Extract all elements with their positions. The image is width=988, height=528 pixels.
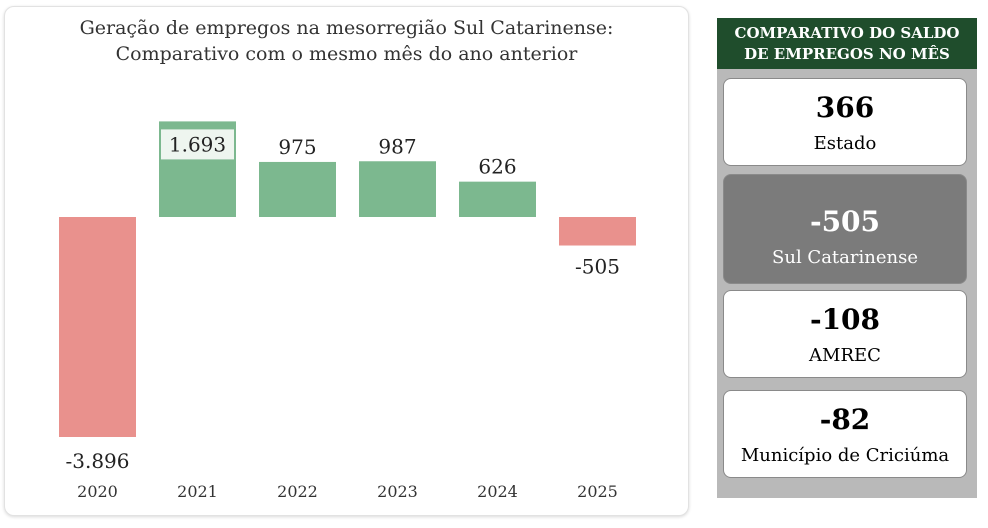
x-tick-2021: 2021 bbox=[177, 482, 218, 501]
data-label-2022: 975 bbox=[278, 135, 316, 159]
panel-header-line1: COMPARATIVO DO SALDO bbox=[734, 23, 960, 42]
data-label-2024: 626 bbox=[478, 155, 516, 179]
card-sul-catarinense: -505 Sul Catarinense bbox=[723, 174, 967, 284]
chart-title-line2: Comparativo com o mesmo mês do ano anter… bbox=[115, 43, 578, 65]
panel-header: COMPARATIVO DO SALDO DE EMPREGOS NO MÊS bbox=[717, 18, 977, 69]
bar-2022 bbox=[259, 161, 336, 217]
x-tick-2020: 2020 bbox=[77, 482, 118, 501]
card-amrec: -108 AMREC bbox=[723, 290, 967, 378]
chart-title-line1: Geração de empregos na mesorregião Sul C… bbox=[79, 17, 614, 39]
bar-2025 bbox=[559, 217, 636, 246]
data-label-bg bbox=[161, 129, 234, 160]
data-label-2020: -3.896 bbox=[65, 449, 129, 473]
card-label: Sul Catarinense bbox=[772, 247, 918, 268]
card-label: Estado bbox=[813, 133, 877, 154]
card-value: -82 bbox=[819, 403, 871, 436]
x-tick-2023: 2023 bbox=[377, 482, 418, 501]
bar-2024 bbox=[459, 181, 536, 217]
bar-2023 bbox=[359, 161, 436, 217]
card-label: Município de Criciúma bbox=[740, 445, 950, 466]
data-label-2021: 1.693 bbox=[169, 132, 226, 156]
card-value: -108 bbox=[809, 303, 881, 336]
bar-2020 bbox=[59, 217, 136, 437]
x-tick-2024: 2024 bbox=[477, 482, 518, 501]
card-value: 366 bbox=[815, 91, 875, 124]
card-municipio-criciuma: -82 Município de Criciúma bbox=[723, 390, 967, 478]
x-tick-2022: 2022 bbox=[277, 482, 318, 501]
x-tick-2025: 2025 bbox=[577, 482, 618, 501]
bar-chart: -3.896 2020 1.693 2021 975 2022 987 2023 626 2024… bbox=[59, 121, 636, 501]
chart-card: Geração de empregos na mesorregião Sul C… bbox=[4, 6, 689, 516]
data-label-2025: -505 bbox=[575, 255, 620, 279]
card-value: -505 bbox=[809, 205, 881, 238]
card-estado: 366 Estado bbox=[723, 78, 967, 166]
card-label: AMREC bbox=[809, 345, 881, 366]
comparison-panel: COMPARATIVO DO SALDO DE EMPREGOS NO MÊS … bbox=[717, 18, 977, 498]
data-label-2023: 987 bbox=[378, 134, 416, 158]
panel-header-line2: DE EMPREGOS NO MÊS bbox=[744, 44, 950, 63]
